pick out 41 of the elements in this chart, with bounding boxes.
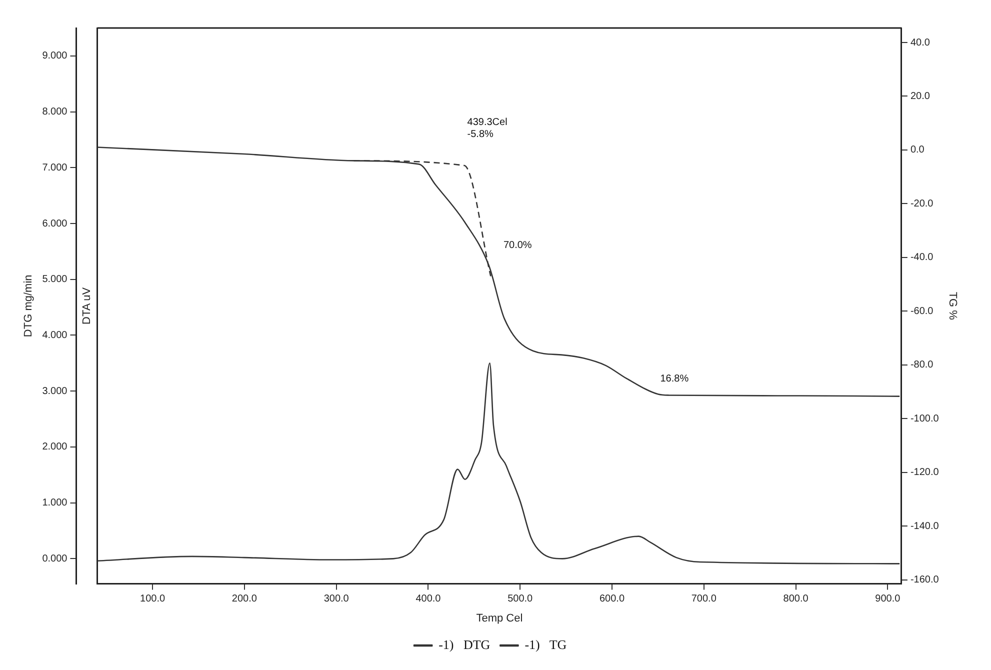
annotation: 70.0% [503, 240, 532, 252]
y2-tick-label: -40.0 [910, 252, 934, 264]
y2-tick-label: -80.0 [910, 360, 934, 371]
annotation: 439.3Cel -5.8% [467, 116, 508, 140]
y2-tick-label: -20.0 [910, 198, 934, 210]
x-tick-label: 700.0 [691, 594, 717, 605]
y2-tick-label: -140.0 [910, 520, 940, 532]
x-tick-label: 300.0 [324, 594, 350, 605]
x-tick-label: 100.0 [140, 594, 166, 605]
x-tick-label: 900.0 [875, 594, 901, 605]
x-tick-label: 600.0 [599, 594, 625, 605]
y2-axis-title: TG % [946, 292, 958, 320]
y-tick-label: 0.000 [42, 553, 68, 564]
x-tick-label: 500.0 [508, 594, 534, 605]
y-axis-title: DTG mg/min [22, 274, 35, 338]
y-tick-label: 3.000 [42, 386, 68, 397]
annotation: 16.8% [660, 373, 689, 384]
y2-tick-label: -60.0 [910, 306, 934, 317]
y2-tick-label: -100.0 [910, 413, 940, 424]
x-axis-title: Temp Cel [476, 612, 523, 624]
line-series [97, 362, 900, 564]
y2-tick-label: -160.0 [910, 574, 940, 586]
y2-tick-label: -120.0 [910, 467, 940, 478]
y-tick-label: 9.000 [42, 50, 68, 62]
legend-label: -1) TG [524, 636, 567, 652]
x-tick-label: 800.0 [783, 594, 809, 605]
y-tick-label: 5.000 [42, 274, 68, 286]
x-tick-label: 200.0 [232, 594, 258, 605]
legend-label: -1) DTG [438, 636, 490, 652]
y-tick-label: 6.000 [42, 218, 68, 230]
x-tick-label: 400.0 [416, 594, 442, 605]
y2-tick-label: 20.0 [910, 90, 930, 102]
y-tick-label: 8.000 [42, 106, 68, 118]
y3-axis-title: DTA uV [80, 286, 93, 324]
y-tick-label: 7.000 [42, 162, 68, 174]
y-tick-label: 1.000 [42, 498, 68, 509]
y2-tick-label: 0.0 [910, 144, 925, 156]
y-tick-label: 4.000 [42, 330, 68, 341]
line-series [97, 146, 900, 397]
y-tick-label: 2.000 [42, 442, 68, 453]
y2-tick-label: 40.0 [910, 37, 930, 48]
